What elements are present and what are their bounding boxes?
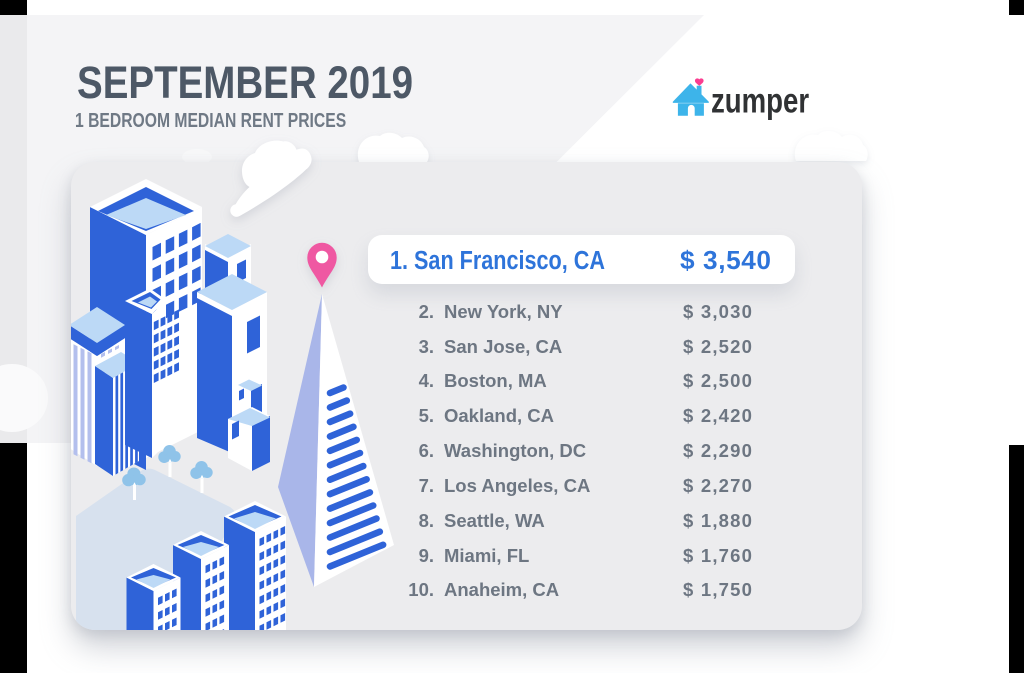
svg-text:zumper: zumper [711,80,809,120]
